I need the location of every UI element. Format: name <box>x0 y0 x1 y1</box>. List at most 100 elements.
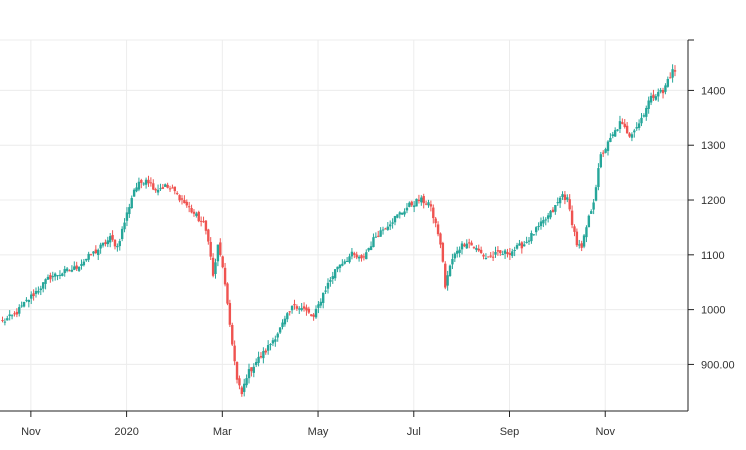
candle-body <box>164 184 167 187</box>
x-tick-label: Nov <box>21 426 41 438</box>
candle-body <box>298 308 301 310</box>
candle-body <box>187 206 191 208</box>
candle-body <box>546 215 550 219</box>
candle-body <box>118 241 121 247</box>
candle-body <box>168 188 172 190</box>
candle-body <box>61 273 64 276</box>
candle-body <box>111 234 114 240</box>
candle-body <box>8 314 11 317</box>
candle-body <box>319 301 323 306</box>
candle-body <box>221 256 224 268</box>
candle-body <box>621 122 624 124</box>
candle-body <box>628 133 631 137</box>
candle-body <box>46 276 50 280</box>
candle-body <box>137 181 141 190</box>
candle-body <box>613 130 617 137</box>
candle-body <box>240 387 244 395</box>
candle-body <box>113 239 117 247</box>
candle-body <box>506 252 509 255</box>
candle-body <box>22 301 26 307</box>
candle-body <box>180 198 184 200</box>
candle-body <box>432 207 435 219</box>
candle-body <box>417 199 421 201</box>
candle-body <box>451 259 454 265</box>
candle-body <box>573 226 576 232</box>
candle-body <box>625 125 629 134</box>
candle-body <box>41 282 45 289</box>
candle-body <box>276 333 279 338</box>
candle-body <box>6 318 9 321</box>
candle-body <box>410 201 413 206</box>
candle-body <box>580 243 583 248</box>
candle-body <box>154 189 157 191</box>
candle-body <box>403 211 406 215</box>
candle-body <box>427 202 430 206</box>
y-tick-label: 1000 <box>701 305 725 317</box>
candle-body <box>355 254 358 258</box>
candle-body <box>532 234 535 236</box>
candle-body <box>250 367 253 372</box>
candle-body <box>238 378 241 386</box>
candle-body <box>329 279 332 282</box>
candle-body <box>288 311 291 313</box>
candle-body <box>286 313 289 320</box>
candle-body <box>415 198 418 207</box>
candle-body <box>56 275 59 277</box>
candle-body <box>10 315 14 317</box>
candle-body <box>350 251 354 257</box>
candle-body <box>142 183 145 185</box>
candle-body <box>484 257 488 259</box>
candle-body <box>616 129 619 131</box>
candle-body <box>77 266 81 271</box>
candle-body <box>32 293 35 297</box>
candle-body <box>503 250 507 254</box>
candle-body <box>472 247 476 249</box>
candle-body <box>623 123 626 128</box>
candle-body <box>673 70 677 72</box>
candle-body <box>116 246 119 248</box>
candle-body <box>429 204 433 207</box>
candle-body <box>578 244 581 246</box>
candle-body <box>360 255 363 259</box>
candle-body <box>527 240 531 242</box>
candle-body <box>159 188 162 190</box>
candle-body <box>271 340 275 344</box>
candle-body <box>302 306 306 309</box>
candle-body <box>391 222 394 224</box>
candle-body <box>314 308 318 318</box>
candle-body <box>70 269 74 272</box>
candle-body <box>525 241 528 244</box>
candle-body <box>53 273 57 277</box>
candle-body <box>424 203 428 205</box>
candle-body <box>101 242 105 246</box>
candle-body <box>264 350 267 353</box>
candle-body <box>669 77 672 79</box>
candle-body <box>336 266 339 270</box>
candle-body <box>104 242 107 245</box>
candle-body <box>197 211 200 222</box>
candle-body <box>171 187 174 189</box>
candle-body <box>211 257 215 276</box>
candle-body <box>25 299 28 301</box>
candle-body <box>140 180 143 183</box>
candle-body <box>252 366 255 373</box>
y-tick-label: 1400 <box>701 85 725 97</box>
candle-body <box>293 303 296 306</box>
candle-body <box>326 282 330 289</box>
candle-body <box>135 187 138 192</box>
candle-body <box>149 182 153 184</box>
candle-body <box>494 251 497 255</box>
candle-body <box>331 276 334 280</box>
candle-body <box>73 266 76 270</box>
candle-body <box>341 263 344 266</box>
candle-body <box>640 117 643 124</box>
candle-body <box>372 237 375 248</box>
candle-body <box>99 244 102 249</box>
candle-body <box>518 243 521 246</box>
candle-body <box>233 345 236 362</box>
candle-body <box>659 89 662 92</box>
candle-body <box>166 184 169 188</box>
candle-body <box>568 199 571 210</box>
candle-body <box>520 242 524 249</box>
